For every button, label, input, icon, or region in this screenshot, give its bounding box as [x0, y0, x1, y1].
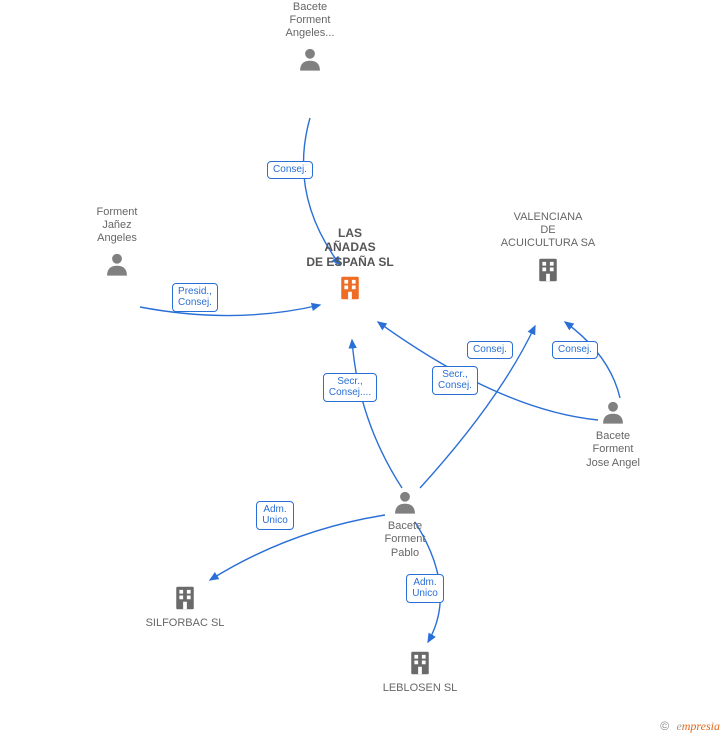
edge-bacete_pablo-to-central	[352, 340, 402, 488]
node-central[interactable]: LASAÑADASDE ESPAÑA SL	[290, 226, 410, 307]
copyright-symbol: ©	[660, 719, 669, 733]
brand-name: empresia	[676, 719, 720, 733]
node-silforbac[interactable]: SILFORBAC SL	[125, 579, 245, 630]
building-icon	[405, 648, 435, 678]
node-label: SILFORBAC SL	[125, 617, 245, 630]
edge-label-3: Secr., Consej.	[432, 366, 478, 395]
edge-label-6: Consej.	[552, 341, 598, 359]
node-label: BaceteFormentJose Angel	[553, 430, 673, 470]
edge-bacete_jose-to-valenciana	[565, 322, 620, 398]
node-bacete_jose[interactable]: BaceteFormentJose Angel	[553, 394, 673, 470]
node-valenciana[interactable]: VALENCIANADEACUICULTURA SA	[488, 211, 608, 289]
edge-label-5: Adm. Unico	[406, 574, 444, 603]
watermark: © empresia	[660, 719, 720, 734]
node-forment_janez[interactable]: FormentJañezAngeles	[57, 206, 177, 282]
node-label: LEBLOSEN SL	[360, 682, 480, 695]
node-bacete_pablo[interactable]: BaceteFormentPablo	[345, 484, 465, 560]
edge-forment_janez-to-central	[140, 305, 320, 316]
node-label: VALENCIANADEACUICULTURA SA	[488, 211, 608, 251]
edge-label-7: Consej.	[467, 341, 513, 359]
building-icon	[170, 583, 200, 613]
node-label: LASAÑADASDE ESPAÑA SL	[290, 226, 410, 269]
node-leblosen[interactable]: LEBLOSEN SL	[360, 644, 480, 695]
node-label: BaceteFormentAngeles...	[250, 1, 370, 41]
edge-label-1: Presid., Consej.	[172, 283, 218, 312]
edges-layer	[0, 0, 728, 740]
node-label: BaceteFormentPablo	[345, 520, 465, 560]
building-icon	[533, 255, 563, 285]
node-label: FormentJañezAngeles	[57, 206, 177, 246]
building-icon	[335, 273, 365, 303]
network-diagram: LASAÑADASDE ESPAÑA SL BaceteFormentAngele…	[0, 0, 728, 740]
person-icon	[391, 488, 419, 516]
person-icon	[599, 398, 627, 426]
person-icon	[296, 45, 324, 73]
edge-label-0: Consej.	[267, 161, 313, 179]
node-bacete_angeles[interactable]: BaceteFormentAngeles...	[250, 1, 370, 77]
edge-label-4: Adm. Unico	[256, 501, 294, 530]
edge-label-2: Secr., Consej....	[323, 373, 377, 402]
person-icon	[103, 250, 131, 278]
